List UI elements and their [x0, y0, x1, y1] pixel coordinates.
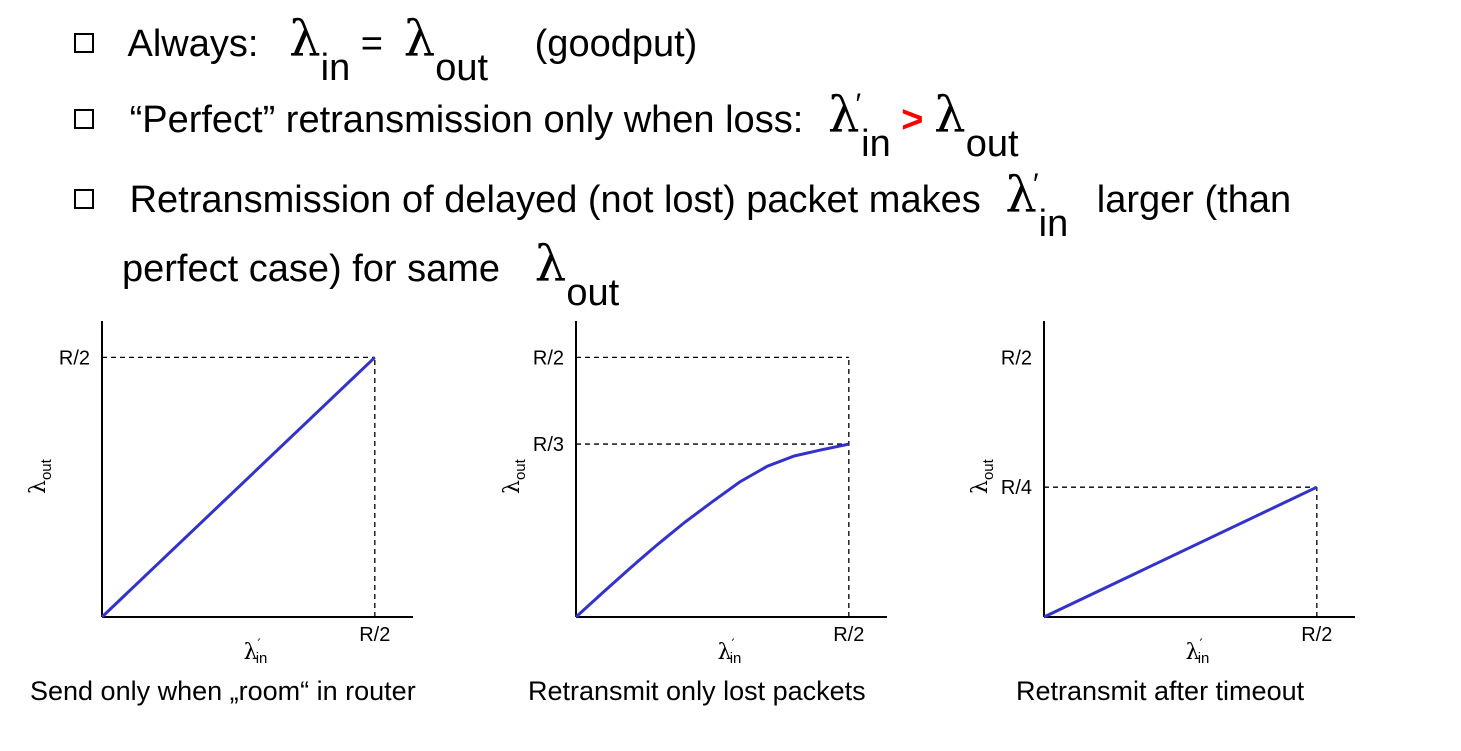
greater-than-sign: >: [901, 99, 924, 141]
lambda-symbol: λ: [934, 86, 966, 144]
bullet-text: perfect case) for same: [122, 248, 501, 290]
chart-svg: R/2 R/2 R/3 λ′ in λout: [500, 321, 887, 667]
y-tick-label: R/3: [533, 434, 564, 456]
lambda-symbol: λ: [534, 235, 567, 293]
x-axis-label: λ′ in: [718, 637, 742, 667]
bullet-text: Always:: [127, 23, 259, 65]
subscript-out: out: [965, 123, 1019, 165]
prime-mark: ′: [855, 88, 862, 121]
bullet-text: “Perfect” retransmission only when loss:: [129, 99, 804, 141]
lambda-symbol: λ: [1005, 166, 1037, 224]
subscript-in: in: [320, 47, 351, 89]
chart-caption: Retransmit after timeout: [1016, 676, 1305, 706]
equals-sign: =: [360, 23, 383, 65]
lambda-symbol: λ: [403, 10, 436, 68]
data-series-line: [574, 442, 850, 619]
bullet-perfect-retransmission: “Perfect” retransmission only when loss:…: [74, 86, 1019, 165]
y-axis-label: λout: [500, 458, 529, 494]
chart-retransmit-timeout: R/2 R/2 R/4 λ′ in λout: [952, 310, 1392, 680]
chart-caption: Send only when „room“ in router: [30, 676, 416, 706]
checkbox-bullet-icon: [74, 109, 94, 129]
checkbox-bullet-icon: [74, 33, 94, 53]
chart-send-when-room: R/2 R/2 λ′ in λout: [10, 310, 450, 680]
data-series-line: [1043, 485, 1318, 619]
chart-retransmit-lost: R/2 R/2 R/3 λ′ in λout: [484, 310, 924, 680]
subscript-in: in: [861, 123, 891, 165]
bullet-delayed-retransmission: Retransmission of delayed (not lost) pac…: [74, 166, 1292, 245]
bullet-text-continued: larger (than: [1096, 179, 1292, 221]
subscript-out: out: [566, 272, 620, 314]
x-axis-label: λ′ in: [244, 637, 268, 667]
prime-mark: ′: [1033, 168, 1039, 201]
y-tick-label: R/2: [1001, 347, 1032, 369]
checkbox-bullet-icon: [74, 189, 94, 209]
y-tick-label: R/4: [1001, 477, 1032, 499]
y-axis-label: λout: [968, 458, 997, 494]
lambda-symbol: λ: [827, 86, 860, 144]
bullet-text: Retransmission of delayed (not lost) pac…: [129, 179, 981, 221]
chart-svg: R/2 R/2 λ′ in λout: [26, 321, 413, 667]
subscript-in: in: [1038, 203, 1069, 245]
goodput-note: (goodput): [534, 23, 698, 65]
bullet-always: Always: λin = λout (goodput): [74, 10, 698, 89]
x-tick-label: R/2: [1301, 624, 1332, 646]
data-series-line: [100, 356, 376, 619]
x-tick-label: R/2: [833, 624, 864, 646]
lambda-symbol: λ: [288, 10, 321, 68]
y-tick-label: R/2: [533, 347, 564, 369]
chart-caption: Retransmit only lost packets: [528, 676, 866, 706]
chart-svg: R/2 R/2 R/4 λ′ in λout: [968, 321, 1355, 667]
x-axis-label: λ′ in: [1186, 637, 1210, 667]
x-tick-label: R/2: [359, 624, 390, 646]
y-tick-label: R/2: [59, 347, 90, 369]
y-axis-label: λout: [26, 458, 55, 494]
bullet-continuation: perfect case) for same λout: [122, 235, 619, 314]
subscript-out: out: [435, 47, 489, 89]
